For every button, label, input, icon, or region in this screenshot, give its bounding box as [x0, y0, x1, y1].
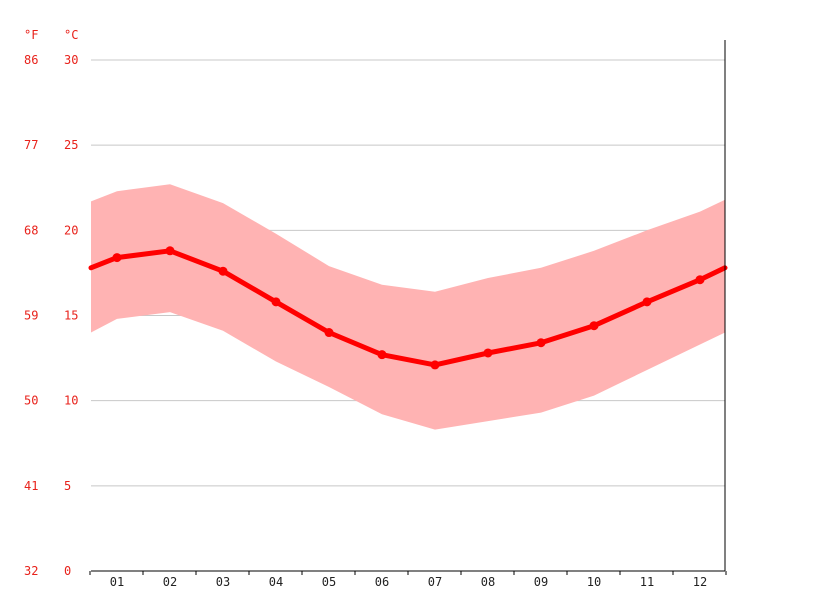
axes [89, 40, 727, 575]
month-label-04: 04 [269, 575, 283, 589]
fahrenheit-tick-59: 59 [24, 309, 38, 323]
average-point-12 [695, 275, 705, 285]
month-label-09: 09 [534, 575, 548, 589]
celsius-tick-0: 0 [64, 564, 71, 578]
month-label-11: 11 [640, 575, 654, 589]
fahrenheit-tick-32: 32 [24, 564, 38, 578]
month-label-07: 07 [428, 575, 442, 589]
celsius-tick-30: 30 [64, 53, 78, 67]
average-points [112, 246, 705, 370]
fahrenheit-tick-50: 50 [24, 394, 38, 408]
celsius-tick-20: 20 [64, 223, 78, 237]
fahrenheit-tick-86: 86 [24, 53, 38, 67]
average-temperature-line [88, 248, 728, 368]
month-label-10: 10 [587, 575, 601, 589]
average-point-03 [218, 266, 228, 276]
month-label-08: 08 [481, 575, 495, 589]
temperature-range-band [91, 184, 725, 430]
min-max-band [91, 184, 725, 430]
celsius-tick-15: 15 [64, 309, 78, 323]
average-point-04 [271, 297, 281, 307]
month-label-05: 05 [322, 575, 336, 589]
average-point-01 [112, 253, 122, 263]
average-point-08 [483, 348, 493, 358]
celsius-unit-label: °C [64, 28, 78, 42]
average-point-07 [430, 360, 440, 370]
average-point-05 [324, 328, 334, 338]
celsius-tick-5: 5 [64, 479, 71, 493]
month-label-06: 06 [375, 575, 389, 589]
fahrenheit-tick-68: 68 [24, 223, 38, 237]
fahrenheit-unit-label: °F [24, 28, 38, 42]
fahrenheit-tick-41: 41 [24, 479, 38, 493]
average-point-02 [165, 246, 175, 256]
month-label-01: 01 [110, 575, 124, 589]
average-point-06 [377, 350, 387, 360]
month-label-12: 12 [693, 575, 707, 589]
average-point-09 [536, 338, 546, 348]
average-line [88, 248, 728, 368]
fahrenheit-tick-77: 77 [24, 138, 38, 152]
celsius-tick-25: 25 [64, 138, 78, 152]
celsius-tick-10: 10 [64, 394, 78, 408]
average-point-10 [589, 321, 599, 331]
average-point-11 [642, 297, 652, 307]
month-label-02: 02 [163, 575, 177, 589]
month-label-03: 03 [216, 575, 230, 589]
axis-labels: °F °C 0 32 5 41 10 50 15 59 20 68 25 77 30 86 01 02 03 04… [24, 28, 707, 589]
